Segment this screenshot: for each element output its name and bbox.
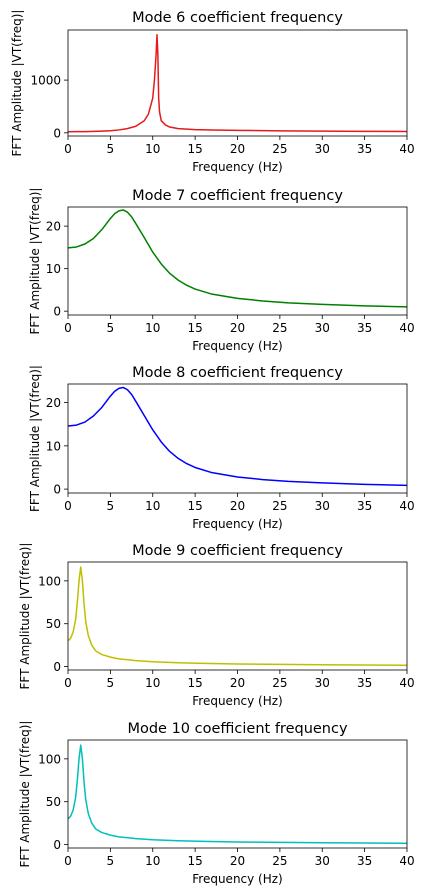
series-line-3: [67, 386, 408, 487]
x-tick-label-1: 15: [187, 142, 202, 156]
x-tick-label-1: 20: [230, 142, 245, 156]
x-tick-label-4: 0: [64, 676, 72, 690]
x-tick-label-1: 0: [64, 142, 72, 156]
x-tick-label-2: 15: [187, 321, 202, 335]
subplot-5: 0 5 10 15 20 25 30 35 40 0 50 100 Mode 10 coefficien…: [18, 721, 415, 886]
series-line-2: [67, 209, 408, 308]
x-tick-label-3: 20: [230, 499, 245, 513]
y-tick-label-3: 20: [46, 396, 61, 410]
y-axis-label-2: FFT Amplitude |VT(freq)|: [28, 188, 42, 335]
subplot-1: 0 5 10 15 20 25 30 35 40 0 1000 Mode 6 coefficient …: [10, 10, 415, 174]
chart-title-1: Mode 6 coefficient frequency: [132, 10, 343, 26]
y-tick-label-2: 0: [53, 305, 61, 319]
x-tick-label-5: 10: [145, 854, 160, 868]
x-axis-label-2: Frequency (Hz): [192, 339, 283, 353]
series-line-5: [67, 744, 408, 845]
y-tick-label-4: 0: [53, 660, 61, 674]
x-tick-label-2: 35: [357, 321, 372, 335]
y-tick-label-5: 0: [53, 838, 61, 852]
x-tick-label-5: 15: [187, 854, 202, 868]
x-tick-label-4: 30: [315, 676, 330, 690]
y-axis-label-1: FFT Amplitude |VT(freq)|: [10, 10, 24, 157]
x-tick-label-3: 15: [187, 499, 202, 513]
x-tick-label-4: 20: [230, 676, 245, 690]
series-line-1: [67, 34, 408, 133]
x-tick-label-3: 10: [145, 499, 160, 513]
x-tick-label-1: 30: [315, 142, 330, 156]
y-tick-label-2: 10: [46, 262, 61, 276]
x-tick-label-4: 35: [357, 676, 372, 690]
x-tick-label-5: 0: [64, 854, 72, 868]
x-tick-label-5: 30: [315, 854, 330, 868]
x-tick-label-5: 35: [357, 854, 372, 868]
y-tick-label-3: 0: [53, 483, 61, 497]
subplot-3: 0 5 10 15 20 25 30 35 40 0 10 20 Mode 8 coefficient …: [28, 365, 415, 531]
y-tick-label-5: 50: [46, 795, 61, 809]
x-tick-label-2: 10: [145, 321, 160, 335]
y-tick-label-4: 50: [46, 617, 61, 631]
x-axis-label-5: Frequency (Hz): [192, 872, 283, 886]
x-axis-label-3: Frequency (Hz): [192, 517, 283, 531]
chart-title-2: Mode 7 coefficient frequency: [132, 188, 343, 204]
series-line-4: [67, 566, 408, 667]
x-axis-label-1: Frequency (Hz): [192, 160, 283, 174]
x-tick-label-4: 5: [107, 676, 115, 690]
subplot-2: 0 5 10 15 20 25 30 35 40 0 10 20 Mode 7 coefficient …: [28, 188, 415, 353]
plot-frame-5: [67, 739, 408, 849]
x-tick-label-2: 5: [107, 321, 115, 335]
x-tick-label-2: 0: [64, 321, 72, 335]
y-tick-label-2: 20: [46, 220, 61, 234]
x-tick-label-4: 25: [272, 676, 287, 690]
y-tick-label-1: 0: [53, 126, 61, 140]
x-tick-label-2: 40: [399, 321, 414, 335]
x-tick-label-4: 10: [145, 676, 160, 690]
x-tick-label-1: 40: [399, 142, 414, 156]
x-tick-label-3: 5: [107, 499, 115, 513]
y-axis-label-3: FFT Amplitude |VT(freq)|: [28, 365, 42, 512]
y-axis-label-5: FFT Amplitude |VT(freq)|: [18, 721, 32, 868]
y-axis-label-4: FFT Amplitude |VT(freq)|: [18, 543, 32, 690]
plot-frame-4: [67, 561, 408, 671]
x-tick-label-3: 0: [64, 499, 72, 513]
chart-title-4: Mode 9 coefficient frequency: [132, 543, 343, 559]
x-tick-label-4: 15: [187, 676, 202, 690]
x-tick-label-1: 35: [357, 142, 372, 156]
x-tick-label-4: 40: [399, 676, 414, 690]
y-tick-label-5: 100: [38, 752, 61, 766]
x-tick-label-3: 35: [357, 499, 372, 513]
x-tick-label-5: 20: [230, 854, 245, 868]
chart-title-3: Mode 8 coefficient frequency: [132, 365, 343, 381]
y-tick-label-1: 1000: [30, 74, 61, 88]
x-tick-label-5: 5: [107, 854, 115, 868]
chart-title-5: Mode 10 coefficient frequency: [127, 721, 348, 737]
x-tick-label-3: 30: [315, 499, 330, 513]
x-axis-label-4: Frequency (Hz): [192, 694, 283, 708]
x-tick-label-2: 30: [315, 321, 330, 335]
x-tick-label-1: 25: [272, 142, 287, 156]
y-tick-label-4: 100: [38, 574, 61, 588]
subplot-4: 0 5 10 15 20 25 30 35 40 0 50 100 Mode 9 coefficient…: [18, 543, 415, 708]
x-tick-label-5: 40: [399, 854, 414, 868]
plot-frame-1: [67, 29, 408, 137]
x-tick-label-2: 20: [230, 321, 245, 335]
x-tick-label-5: 25: [272, 854, 287, 868]
x-tick-label-1: 5: [107, 142, 115, 156]
x-tick-label-1: 10: [145, 142, 160, 156]
x-tick-label-3: 25: [272, 499, 287, 513]
x-tick-label-2: 25: [272, 321, 287, 335]
x-tick-label-3: 40: [399, 499, 414, 513]
y-tick-label-3: 10: [46, 439, 61, 453]
